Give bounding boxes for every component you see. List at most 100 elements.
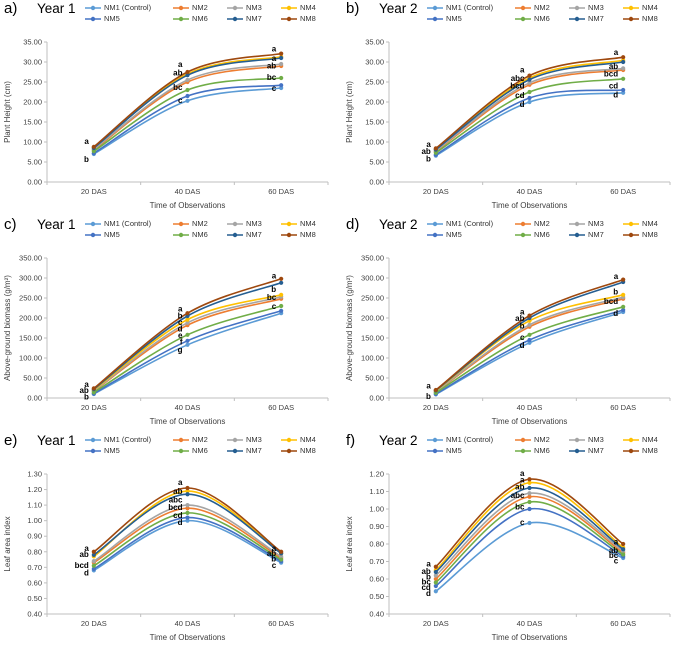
significance-letter: bcd xyxy=(510,81,524,90)
data-point-marker xyxy=(91,144,96,149)
legend-marker-icon xyxy=(281,448,297,453)
data-point-marker xyxy=(433,573,438,578)
data-point-marker xyxy=(433,569,438,575)
data-point-marker xyxy=(279,55,284,61)
data-point-marker xyxy=(621,307,626,313)
data-point-marker xyxy=(621,277,626,282)
data-point-marker xyxy=(185,332,190,337)
legend-marker-icon xyxy=(515,221,531,226)
data-point-marker xyxy=(621,292,626,297)
legend-label: NM2 xyxy=(192,435,208,444)
data-point-marker xyxy=(279,51,284,56)
legend-item-nm6: NM6 xyxy=(515,14,569,23)
data-point-marker xyxy=(527,480,532,485)
legend-marker-icon xyxy=(281,232,297,237)
legend-item-nm8: NM8 xyxy=(281,230,339,239)
legend-label: NM4 xyxy=(642,219,658,228)
legend-marker-icon xyxy=(85,5,101,10)
data-point-marker xyxy=(527,80,532,85)
data-point-marker xyxy=(185,77,190,83)
chart-panel-b: b) Year 2 NM1 (Control) NM2 NM3 NM4 NM5 NM6 NM7 N… xyxy=(342,0,684,216)
data-point-marker xyxy=(527,89,532,95)
plot-c: 0.00 50.00 100.00 150.00 200.00 250.00 300.00 3… xyxy=(3,254,329,426)
legend-marker-icon xyxy=(227,448,243,453)
legend-label: NM1 (Control) xyxy=(104,3,152,12)
significance-letter: abc xyxy=(169,495,183,504)
x-tick-label: 60 DAS xyxy=(268,619,294,628)
legend-marker-icon xyxy=(623,437,639,442)
panel-title: Year 2 xyxy=(379,217,418,232)
x-tick-label: 60 DAS xyxy=(268,187,294,196)
x-tick-label: 40 DAS xyxy=(517,619,543,628)
legend-label: NM5 xyxy=(446,230,462,239)
legend-marker-icon xyxy=(427,221,443,226)
data-point-marker xyxy=(185,98,190,103)
y-tick-label: 0.50 xyxy=(369,592,384,601)
legend-item-nm3: NM3 xyxy=(569,3,623,12)
data-point-marker xyxy=(621,547,626,552)
legend-item-nm8: NM8 xyxy=(623,230,681,239)
legend-label: NM6 xyxy=(192,14,208,23)
legend-item-nm6: NM6 xyxy=(173,14,227,23)
data-point-marker xyxy=(433,583,438,589)
significance-letter: a xyxy=(84,137,89,146)
legend-label: NM7 xyxy=(246,446,262,455)
significance-letter: a xyxy=(520,469,525,478)
y-tick-label: 0.50 xyxy=(27,594,42,603)
y-tick-label: 30.00 xyxy=(23,58,42,67)
y-tick-label: 1.10 xyxy=(27,501,42,510)
plot-d: 0.00 50.00 100.00 150.00 200.00 250.00 300.00 3… xyxy=(345,254,671,426)
data-point-marker xyxy=(185,506,190,511)
significance-letter: d xyxy=(520,341,525,350)
data-point-marker xyxy=(279,549,284,554)
significance-letter: ab xyxy=(267,549,276,558)
significance-letter: bc xyxy=(515,503,525,512)
significance-letter: b xyxy=(426,392,431,401)
legend-label: NM6 xyxy=(192,230,208,239)
legend-marker-icon xyxy=(569,448,585,453)
legend-marker-icon xyxy=(515,232,531,237)
y-tick-label: 1.00 xyxy=(369,505,384,514)
panel-label: d) xyxy=(346,216,360,233)
data-point-marker xyxy=(527,506,532,512)
legend-label: NM7 xyxy=(588,446,604,455)
y-tick-label: 25.00 xyxy=(23,78,42,87)
legend-marker-icon xyxy=(515,448,531,453)
legend-marker-icon xyxy=(623,448,639,453)
chart-panel-d: d) Year 2 NM1 (Control) NM2 NM3 NM4 NM5 NM6 NM7 N… xyxy=(342,216,684,432)
x-tick-label: 40 DAS xyxy=(517,187,543,196)
legend: NM1 (Control) NM2 NM3 NM4 NM5 NM6 NM7 NM8 xyxy=(85,219,339,239)
y-tick-label: 30.00 xyxy=(365,58,384,67)
y-tick-label: 0.90 xyxy=(27,532,42,541)
legend-item-nm5: NM5 xyxy=(85,230,173,239)
legend-item-nm3: NM3 xyxy=(569,435,623,444)
y-tick-label: 0.90 xyxy=(369,522,384,531)
y-tick-label: 350.00 xyxy=(361,254,384,263)
data-point-marker xyxy=(185,515,190,520)
significance-letter: ab xyxy=(421,567,430,576)
legend-label: NM3 xyxy=(588,219,604,228)
legend-item-nm2: NM2 xyxy=(515,3,569,12)
legend-label: NM7 xyxy=(246,230,262,239)
legend-item-nm8: NM8 xyxy=(623,14,681,23)
x-tick-label: 40 DAS xyxy=(175,187,201,196)
data-point-marker xyxy=(527,337,532,343)
significance-letter: a xyxy=(426,560,431,569)
data-point-marker xyxy=(527,73,532,78)
legend-item-nm2: NM2 xyxy=(173,3,227,12)
data-point-marker xyxy=(185,320,190,325)
x-axis-title: Time of Observations xyxy=(492,417,568,426)
legend-item-nm6: NM6 xyxy=(173,446,227,455)
legend-item-nm7: NM7 xyxy=(227,14,281,23)
x-tick-label: 20 DAS xyxy=(81,619,107,628)
legend-label: NM2 xyxy=(534,435,550,444)
legend: NM1 (Control) NM2 NM3 NM4 NM5 NM6 NM7 NM8 xyxy=(85,3,339,23)
y-tick-label: 150.00 xyxy=(361,334,384,343)
legend-label: NM2 xyxy=(192,219,208,228)
y-tick-label: 35.00 xyxy=(23,38,42,47)
legend-item-nm3: NM3 xyxy=(227,435,281,444)
significance-letter: c xyxy=(272,561,277,570)
y-tick-label: 300.00 xyxy=(361,274,384,283)
legend: NM1 (Control) NM2 NM3 NM4 NM5 NM6 NM7 NM8 xyxy=(85,435,339,455)
y-tick-label: 50.00 xyxy=(23,374,42,383)
